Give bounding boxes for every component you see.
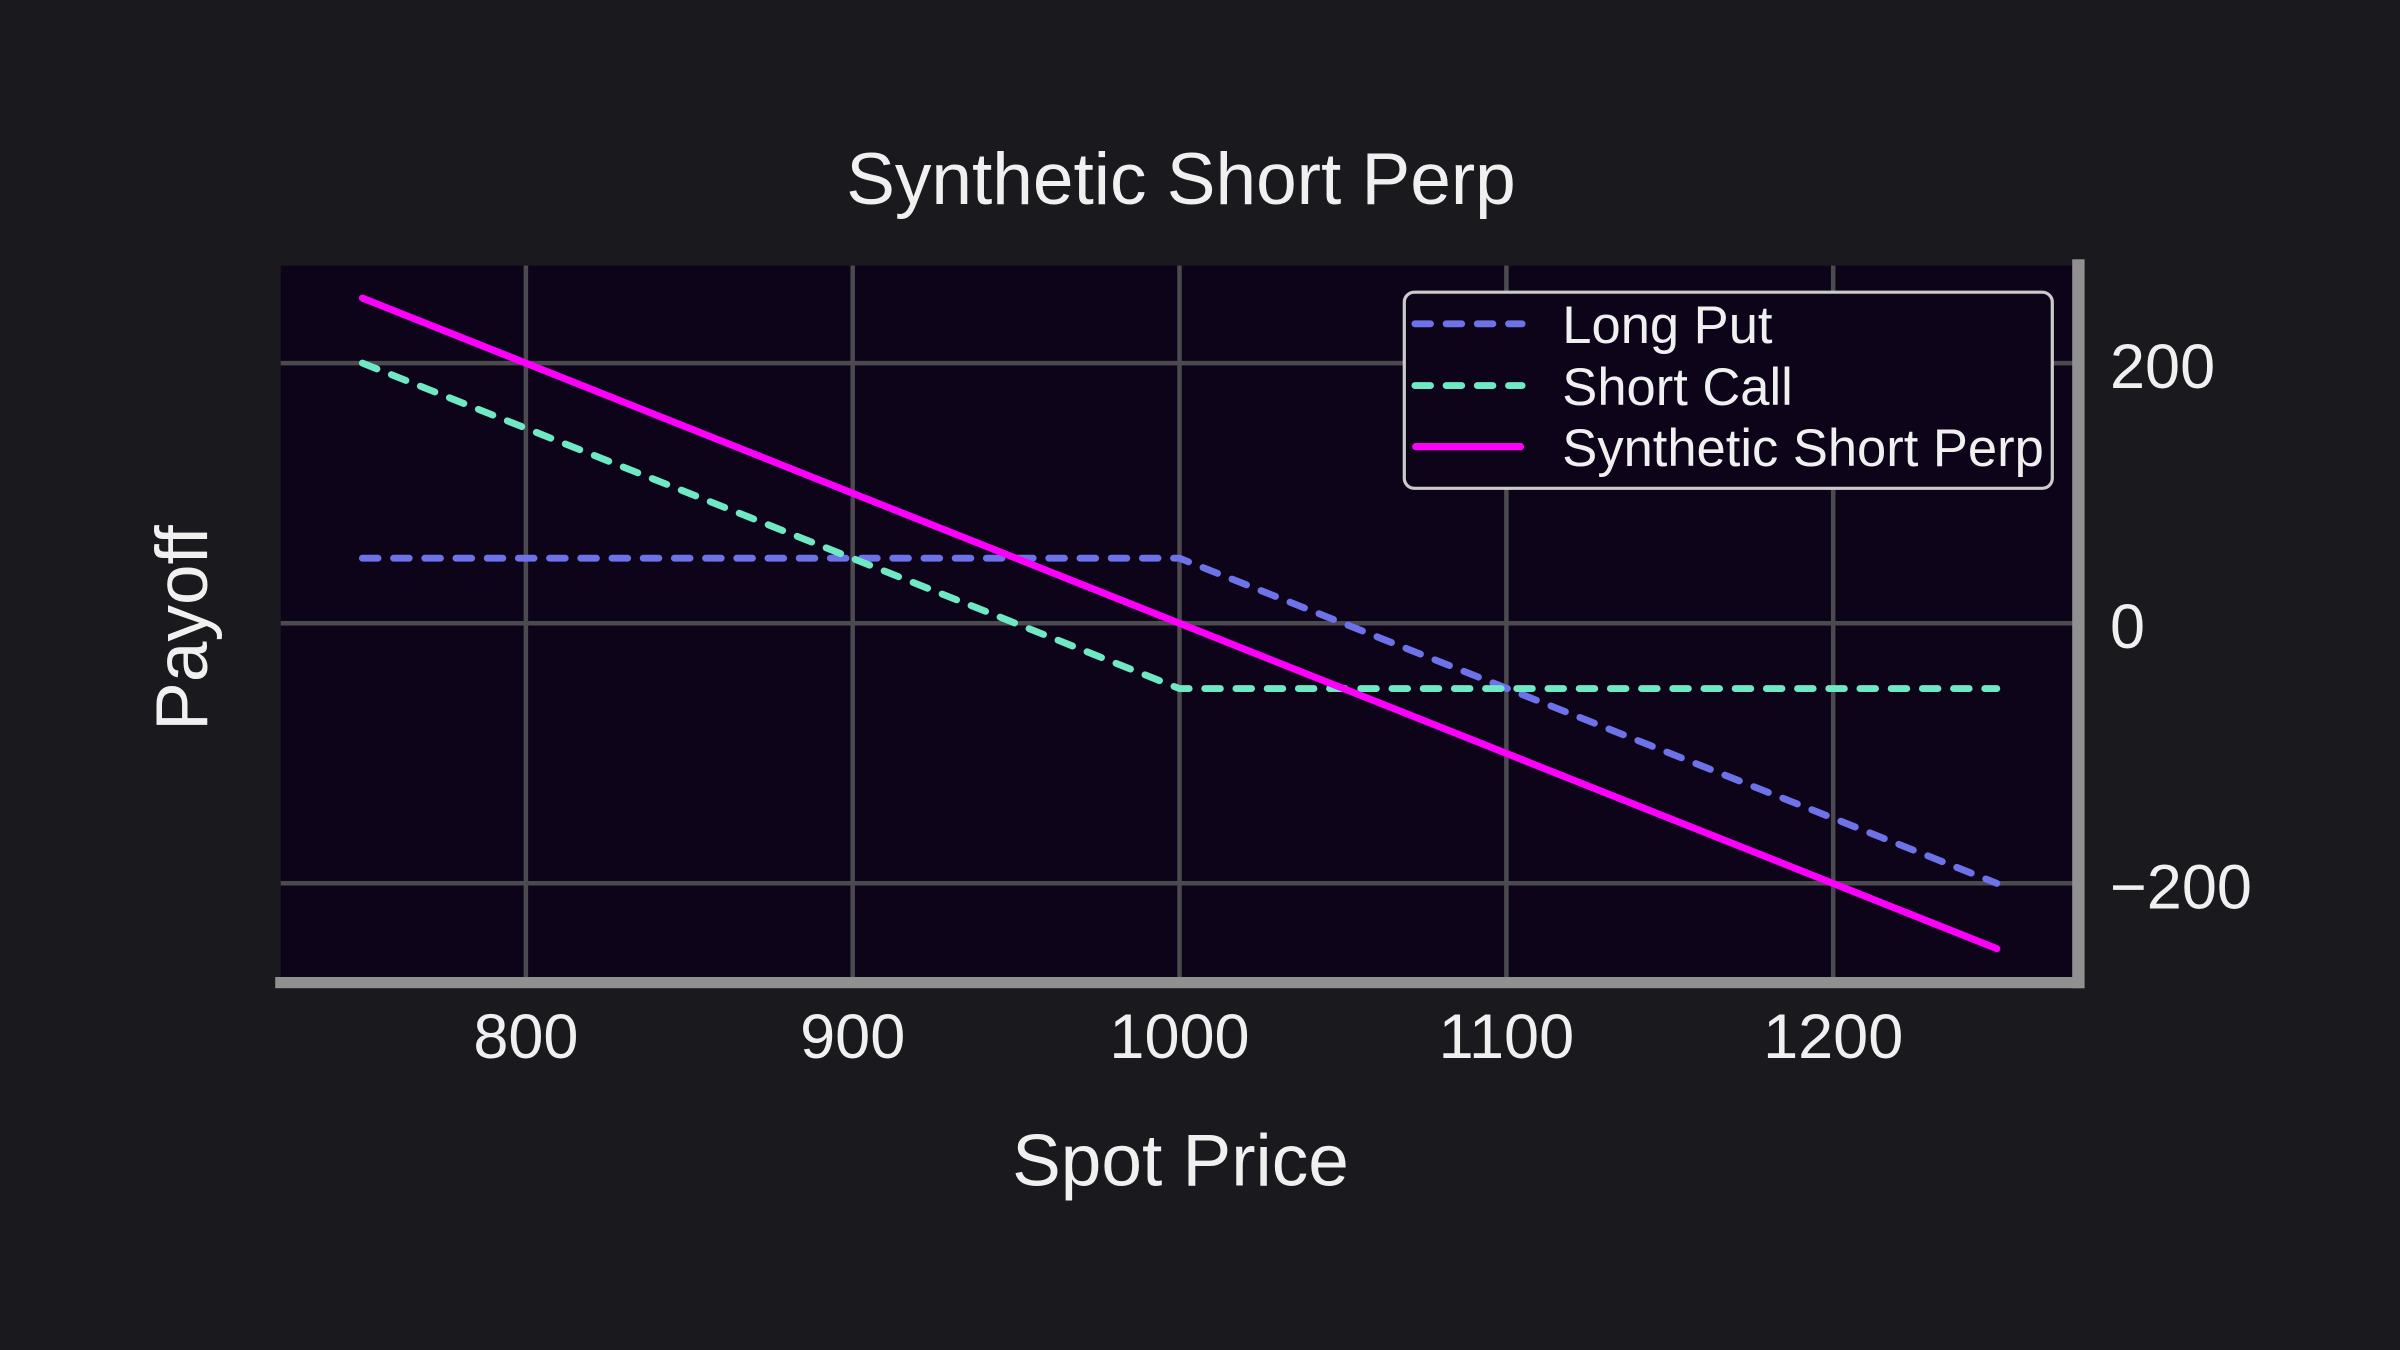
svg-text:Long Put: Long Put — [1562, 296, 1773, 355]
svg-text:Short Call: Short Call — [1562, 358, 1793, 417]
svg-text:Synthetic Short Perp: Synthetic Short Perp — [846, 139, 1516, 220]
svg-text:Payoff: Payoff — [142, 524, 223, 730]
svg-text:−200: −200 — [2110, 852, 2252, 922]
svg-text:800: 800 — [473, 1002, 578, 1072]
svg-text:Synthetic Short Perp: Synthetic Short Perp — [1562, 419, 2044, 478]
svg-text:200: 200 — [2110, 332, 2215, 402]
svg-text:1100: 1100 — [1439, 1002, 1574, 1072]
svg-text:1000: 1000 — [1109, 1002, 1249, 1072]
svg-text:1200: 1200 — [1763, 1002, 1903, 1072]
svg-text:900: 900 — [800, 1002, 905, 1072]
svg-text:0: 0 — [2110, 592, 2145, 662]
svg-text:Spot Price: Spot Price — [1012, 1121, 1349, 1202]
